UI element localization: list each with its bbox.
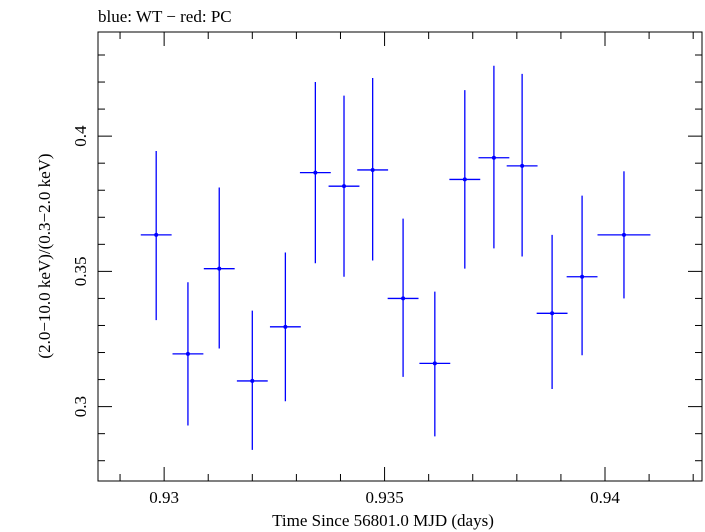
data-point	[566, 195, 598, 356]
data-point	[140, 151, 172, 321]
point-marker	[621, 232, 626, 237]
point-marker	[432, 361, 437, 366]
data-points	[140, 65, 651, 450]
point-marker	[217, 266, 222, 271]
point-marker	[185, 351, 190, 356]
data-point	[203, 187, 235, 349]
point-marker	[550, 311, 555, 316]
axis-ticks	[98, 32, 702, 481]
data-point	[269, 252, 301, 402]
data-point	[172, 282, 204, 426]
data-point	[236, 310, 268, 450]
data-point	[328, 95, 360, 277]
x-tick-label: 0.93	[149, 488, 179, 507]
point-marker	[401, 296, 406, 301]
x-tick-label: 0.94	[590, 488, 620, 507]
data-point	[419, 291, 451, 437]
point-marker	[250, 378, 255, 383]
point-marker	[283, 324, 288, 329]
y-tick-label: 0.35	[71, 257, 90, 287]
point-marker	[462, 177, 467, 182]
data-point	[506, 73, 538, 257]
point-marker	[342, 184, 347, 189]
data-point	[449, 90, 481, 269]
plot-frame	[97, 31, 703, 482]
point-marker	[154, 232, 159, 237]
data-point	[536, 234, 568, 390]
point-marker	[370, 167, 375, 172]
point-marker	[520, 163, 525, 168]
data-point	[387, 218, 419, 377]
point-marker	[491, 155, 496, 160]
point-marker	[580, 274, 585, 279]
data-point	[597, 171, 651, 299]
axis-tick-labels: 0.93 0.935 0.94 0.3 0.35 0.4	[71, 125, 620, 507]
chart-title: blue: WT − red: PC	[98, 7, 232, 26]
point-marker	[313, 170, 318, 175]
y-axis-label: (2.0−10.0 keV)/(0.3−2.0 keV)	[35, 153, 54, 358]
y-tick-label: 0.3	[71, 396, 90, 417]
x-tick-label: 0.935	[365, 488, 403, 507]
data-point	[299, 82, 331, 264]
y-tick-label: 0.4	[71, 125, 90, 147]
data-point	[357, 77, 389, 261]
x-axis-label: Time Since 56801.0 MJD (days)	[272, 511, 494, 530]
data-point	[478, 65, 510, 249]
